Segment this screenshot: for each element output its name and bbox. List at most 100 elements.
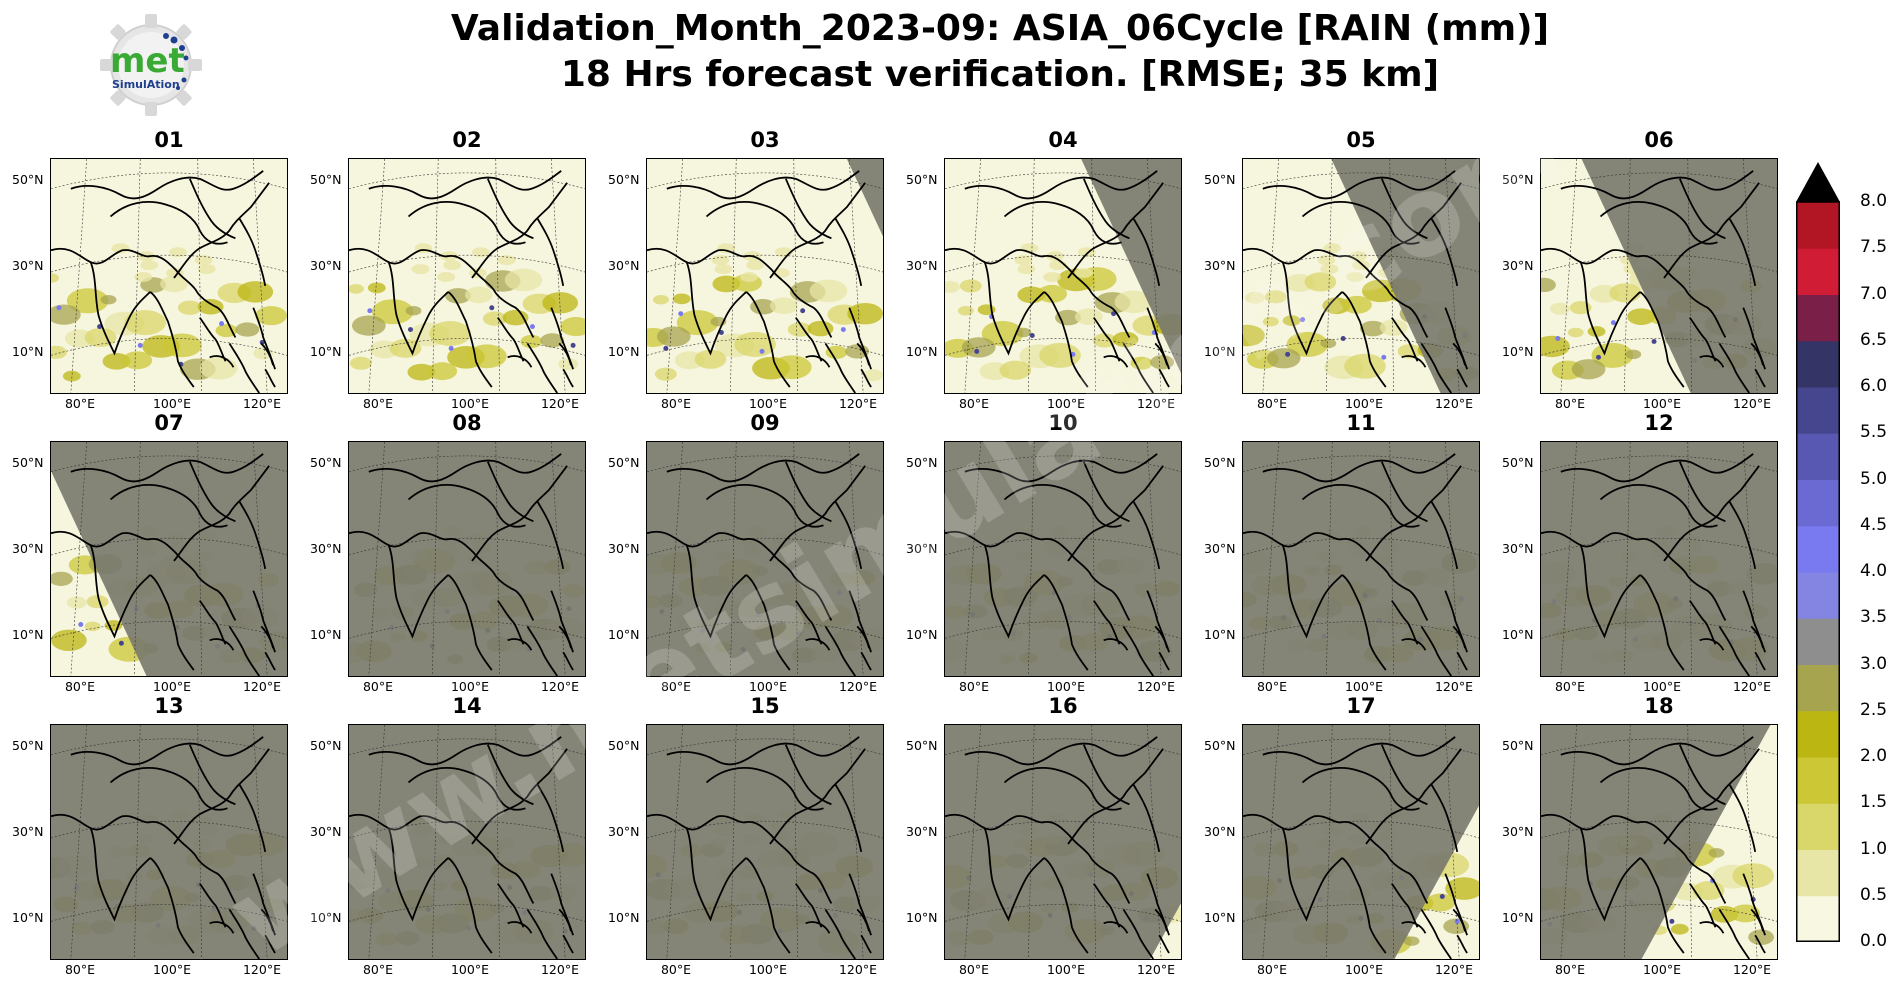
colorbar-segment <box>1796 433 1840 480</box>
graticule <box>647 725 883 959</box>
lat-label: 30°N <box>906 824 938 839</box>
lon-label: 80°E <box>362 396 394 411</box>
night-mask <box>1541 725 1771 959</box>
lat-label: 50°N <box>906 738 938 753</box>
map-panel-08: 08 50°N 30°N 10°N 80°E 100°E 120°E <box>310 411 586 694</box>
logo-text-main: met <box>110 41 185 81</box>
lon-label: 120°E <box>838 962 877 977</box>
logo-text-sub: SimulAtion <box>112 78 180 91</box>
map-canvas <box>348 441 586 677</box>
colorbar-segment <box>1796 895 1840 942</box>
colorbar-tick-label: 4.5 <box>1860 514 1888 535</box>
lat-label: 30°N <box>608 541 640 556</box>
panel-title: 06 <box>1644 128 1674 152</box>
graticule <box>51 159 287 393</box>
graticule <box>945 442 1181 676</box>
colorbar-segment <box>1796 710 1840 758</box>
lon-label: 100°E <box>1046 962 1085 977</box>
lat-label: 30°N <box>1204 824 1236 839</box>
lat-label: 50°N <box>906 172 938 187</box>
colorbar-segment <box>1796 525 1840 573</box>
rain-field <box>647 243 883 382</box>
panel-title: 10 <box>1048 411 1078 435</box>
colorbar-extend-triangle <box>1796 162 1840 202</box>
map-canvas <box>944 441 1182 677</box>
colorbar-tick-label: 1.0 <box>1860 838 1888 859</box>
lat-label: 10°N <box>1204 344 1236 359</box>
figure-title: Validation_Month_2023-09: ASIA_06Cycle [… <box>260 6 1740 98</box>
lat-label: 10°N <box>1502 910 1534 925</box>
lon-label: 80°E <box>958 962 990 977</box>
graticule <box>1243 442 1479 676</box>
lon-label: 80°E <box>64 962 96 977</box>
map-canvas <box>1540 724 1778 960</box>
metsimulation-logo: met SimulAtion <box>100 14 202 116</box>
map-canvas <box>1242 724 1480 960</box>
map-canvas <box>944 158 1182 394</box>
night-mask <box>1243 442 1479 676</box>
lat-label: 30°N <box>1204 258 1236 273</box>
colorbar-segment <box>1796 572 1840 619</box>
colorbar-segment <box>1796 757 1840 804</box>
lon-label: 80°E <box>1256 679 1288 694</box>
panel-title: 04 <box>1048 128 1078 152</box>
lon-label: 100°E <box>450 396 489 411</box>
lat-label: 10°N <box>1204 910 1236 925</box>
lat-label: 10°N <box>906 910 938 925</box>
map-canvas <box>646 158 884 394</box>
lon-label: 100°E <box>1046 396 1085 411</box>
night-mask <box>1081 159 1181 393</box>
lat-label: 10°N <box>906 627 938 642</box>
coastlines <box>1541 453 1766 676</box>
lon-label: 120°E <box>1434 396 1473 411</box>
panel-title: 15 <box>750 694 780 718</box>
colorbar-tick-label: 5.0 <box>1860 468 1888 489</box>
lon-label: 120°E <box>1136 396 1175 411</box>
map-panel-02: 02 50°N 30°N 10°N 80°E 100°E 120°E <box>310 128 586 411</box>
lon-label: 80°E <box>64 396 96 411</box>
lat-label: 10°N <box>1502 344 1534 359</box>
lon-label: 120°E <box>540 396 579 411</box>
lon-label: 120°E <box>242 679 281 694</box>
night-mask <box>647 725 883 959</box>
coastlines <box>1243 453 1468 676</box>
colorbar-tick-label: 0.0 <box>1860 931 1888 951</box>
lon-label: 120°E <box>1434 679 1473 694</box>
night-mask <box>286 159 287 393</box>
lat-label: 50°N <box>310 172 342 187</box>
coastlines <box>51 170 276 393</box>
colorbar-tick-label: 6.5 <box>1860 329 1888 350</box>
lat-label: 30°N <box>12 824 44 839</box>
lat-label: 50°N <box>310 455 342 470</box>
colorbar-segment <box>1796 248 1840 295</box>
lat-label: 10°N <box>1204 627 1236 642</box>
lat-label: 10°N <box>1502 627 1534 642</box>
night-mask <box>945 725 1181 959</box>
lat-label: 10°N <box>608 344 640 359</box>
colorbar-tick-label: 3.0 <box>1860 653 1888 674</box>
lon-label: 100°E <box>1344 962 1383 977</box>
lon-label: 120°E <box>1434 962 1473 977</box>
coastlines <box>51 736 276 959</box>
lat-label: 30°N <box>906 541 938 556</box>
night-mask <box>584 159 585 393</box>
lon-label: 80°E <box>362 962 394 977</box>
colorbar-segment <box>1796 479 1840 527</box>
lat-label: 10°N <box>310 627 342 642</box>
graticule <box>51 442 287 676</box>
panel-title: 02 <box>452 128 482 152</box>
map-panel-10: 10 50°N 30°N 10°N 80°E 100°E 120°E <box>906 411 1182 694</box>
lat-label: 50°N <box>12 738 44 753</box>
lat-label: 30°N <box>608 824 640 839</box>
lat-label: 10°N <box>12 910 44 925</box>
colorbar-segment <box>1796 202 1840 249</box>
graticule <box>1541 442 1777 676</box>
coastlines <box>945 170 1170 393</box>
colorbar-tick-label: 0.5 <box>1860 884 1888 905</box>
lat-label: 50°N <box>1204 738 1236 753</box>
lon-label: 120°E <box>1732 679 1771 694</box>
panel-title: 14 <box>452 694 482 718</box>
lat-label: 30°N <box>1502 258 1534 273</box>
night-mask <box>1541 442 1777 676</box>
graticule <box>349 442 585 676</box>
